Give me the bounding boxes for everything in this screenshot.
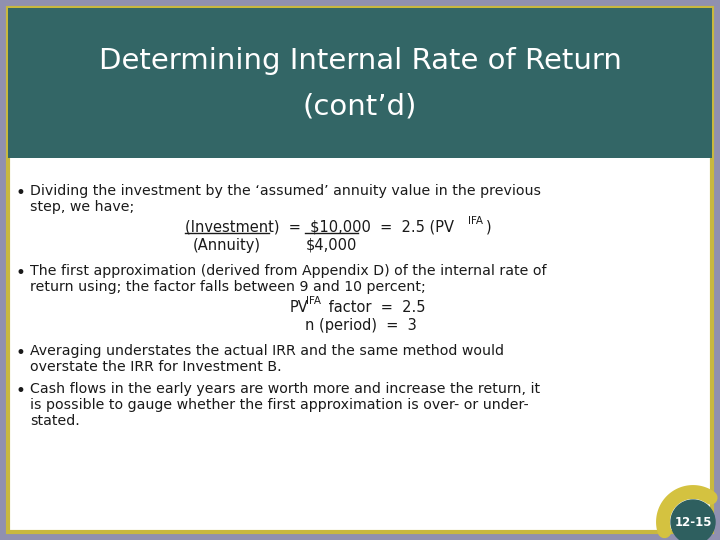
Text: (Annuity): (Annuity) xyxy=(193,238,261,253)
Text: is possible to gauge whether the first approximation is over- or under-: is possible to gauge whether the first a… xyxy=(30,398,528,412)
Text: Averaging understates the actual IRR and the same method would: Averaging understates the actual IRR and… xyxy=(30,344,504,358)
Circle shape xyxy=(671,500,715,540)
Text: •: • xyxy=(16,184,26,202)
Text: IFA: IFA xyxy=(468,216,483,226)
Text: $4,000: $4,000 xyxy=(305,238,356,253)
Text: 12-15: 12-15 xyxy=(674,516,712,529)
Text: (Investment)  =  $10,000  =  2.5 (PV: (Investment) = $10,000 = 2.5 (PV xyxy=(185,220,454,235)
Text: •: • xyxy=(16,344,26,362)
FancyBboxPatch shape xyxy=(8,8,712,158)
Text: step, we have;: step, we have; xyxy=(30,200,134,214)
Text: (cont’d): (cont’d) xyxy=(303,93,417,121)
Text: •: • xyxy=(16,382,26,400)
FancyBboxPatch shape xyxy=(8,8,712,532)
Text: The first approximation (derived from Appendix D) of the internal rate of: The first approximation (derived from Ap… xyxy=(30,264,546,278)
Text: IFA: IFA xyxy=(306,296,321,306)
Text: factor  =  2.5: factor = 2.5 xyxy=(324,300,426,315)
Text: Cash flows in the early years are worth more and increase the return, it: Cash flows in the early years are worth … xyxy=(30,382,540,396)
Text: stated.: stated. xyxy=(30,414,80,428)
Text: •: • xyxy=(16,264,26,282)
Text: n (period)  =  3: n (period) = 3 xyxy=(305,318,417,333)
Text: Determining Internal Rate of Return: Determining Internal Rate of Return xyxy=(99,47,621,75)
Text: PV: PV xyxy=(290,300,309,315)
Text: return using; the factor falls between 9 and 10 percent;: return using; the factor falls between 9… xyxy=(30,280,426,294)
Text: ): ) xyxy=(486,220,492,235)
Text: overstate the IRR for Investment B.: overstate the IRR for Investment B. xyxy=(30,360,282,374)
Text: Dividing the investment by the ‘assumed’ annuity value in the previous: Dividing the investment by the ‘assumed’… xyxy=(30,184,541,198)
